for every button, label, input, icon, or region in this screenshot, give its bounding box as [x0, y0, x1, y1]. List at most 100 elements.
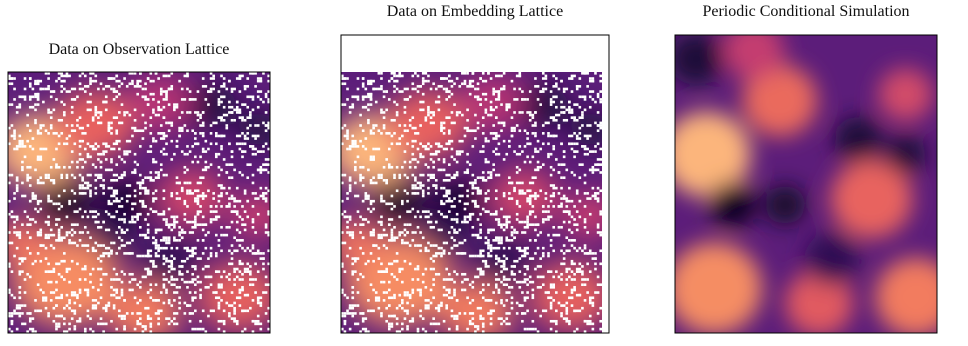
missing-cell [500, 87, 506, 91]
missing-cell [416, 85, 422, 88]
missing-cell [341, 265, 344, 268]
missing-cell [528, 327, 535, 331]
missing-cell [144, 327, 147, 331]
missing-cell [173, 223, 176, 226]
missing-cell [374, 147, 381, 151]
missing-cell [479, 252, 482, 255]
missing-cell [243, 189, 247, 193]
missing-cell [437, 142, 441, 146]
missing-cell [408, 223, 412, 226]
missing-cell [434, 186, 438, 190]
missing-cell [448, 288, 451, 292]
missing-cell [398, 270, 402, 273]
missing-cell [199, 116, 202, 119]
missing-cell [476, 189, 482, 193]
missing-cell [364, 197, 370, 200]
missing-cell [434, 220, 438, 224]
missing-cell [78, 317, 82, 320]
missing-cell [414, 215, 417, 219]
missing-cell [128, 194, 132, 198]
missing-cell [575, 228, 579, 232]
missing-cell [455, 317, 459, 320]
missing-cell [81, 132, 87, 135]
missing-cell [395, 87, 399, 91]
missing-cell [65, 233, 69, 237]
missing-cell [599, 189, 602, 193]
missing-cell [437, 85, 443, 88]
missing-cell [63, 322, 66, 326]
missing-cell [47, 215, 50, 219]
missing-cell [393, 205, 396, 208]
missing-cell [175, 145, 179, 148]
missing-cell [68, 202, 71, 206]
missing-cell [411, 74, 415, 78]
missing-cell [180, 111, 184, 114]
missing-cell [180, 272, 184, 276]
missing-cell [256, 249, 260, 253]
missing-cell [15, 218, 19, 221]
missing-cell [191, 145, 195, 148]
missing-cell [146, 228, 150, 232]
missing-cell [437, 306, 441, 310]
missing-cell [102, 142, 105, 146]
missing-cell [230, 176, 234, 180]
missing-cell [201, 252, 205, 255]
missing-cell [175, 192, 179, 195]
missing-cell [65, 176, 69, 180]
missing-cell [264, 192, 268, 195]
missing-cell [23, 77, 27, 80]
missing-cell [194, 283, 197, 287]
missing-cell [70, 87, 77, 91]
missing-cell [212, 218, 215, 221]
missing-cell [42, 291, 45, 294]
missing-cell [212, 192, 215, 195]
missing-cell [152, 262, 155, 266]
missing-cell [243, 142, 247, 146]
missing-cell [222, 309, 226, 313]
missing-cell [594, 257, 597, 260]
missing-cell [94, 111, 98, 114]
missing-cell [406, 291, 409, 294]
missing-cell [581, 95, 587, 99]
missing-cell [115, 278, 121, 281]
missing-cell [419, 184, 425, 187]
missing-cell [167, 207, 171, 211]
missing-cell [251, 152, 255, 156]
missing-cell [445, 306, 449, 310]
missing-cell [575, 267, 582, 271]
missing-cell [406, 223, 409, 226]
missing-cell [186, 246, 189, 250]
missing-cell [249, 249, 252, 253]
missing-cell [398, 142, 402, 146]
missing-cell [461, 288, 464, 292]
missing-cell [502, 278, 506, 281]
missing-cell [596, 312, 600, 315]
missing-cell [510, 116, 514, 119]
missing-cell [264, 199, 268, 203]
missing-cell [578, 132, 582, 135]
missing-cell [468, 82, 472, 86]
missing-cell [414, 132, 420, 135]
missing-cell [83, 85, 90, 88]
missing-cell [154, 231, 158, 234]
missing-cell [91, 304, 98, 307]
missing-cell [133, 108, 137, 112]
missing-cell [471, 225, 475, 229]
missing-cell [380, 197, 383, 200]
missing-cell [241, 116, 244, 119]
missing-cell [133, 215, 139, 219]
missing-cell [359, 165, 362, 169]
missing-cell [254, 197, 260, 200]
missing-cell [387, 218, 394, 221]
missing-cell [547, 252, 550, 255]
missing-cell [128, 288, 132, 292]
missing-cell [586, 252, 592, 255]
missing-cell [534, 192, 537, 195]
missing-cell [86, 309, 90, 313]
missing-cell [515, 312, 519, 315]
missing-cell [586, 278, 589, 281]
missing-cell [440, 202, 446, 206]
missing-cell [230, 87, 236, 91]
missing-cell [466, 160, 469, 164]
missing-cell [549, 165, 553, 169]
